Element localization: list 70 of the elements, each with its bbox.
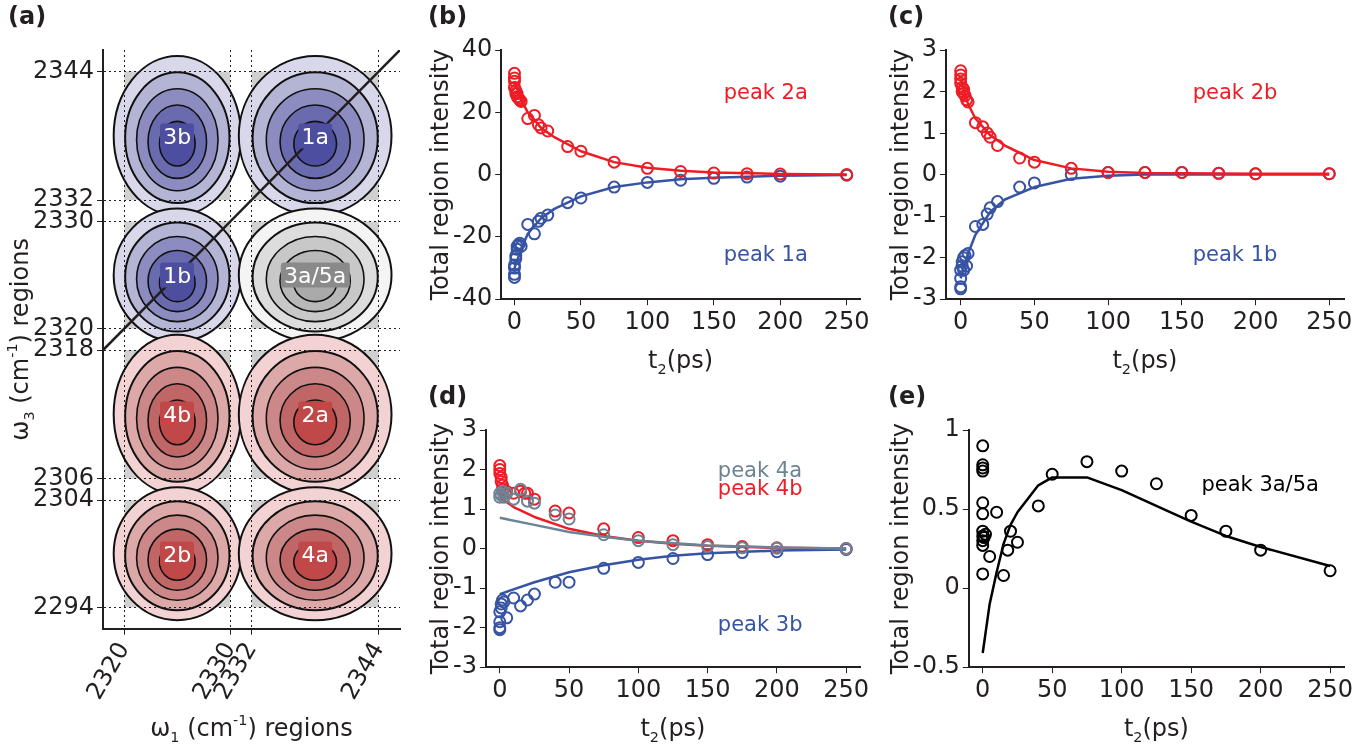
x-tick-label: 100 [1098,674,1145,703]
y-tick-label: -1 [912,200,937,229]
annotation: 2a [298,401,332,427]
x-tick-label: 50 [1019,306,1050,335]
y-tick-label: 3 [461,414,477,443]
y-tick-label: 0 [921,158,937,187]
y-axis-title: Total region intensity [886,48,915,302]
y-tick-label: -2 [912,241,937,270]
text: peak 1a [723,242,808,267]
y-axis-title: Total region intensity [426,48,455,302]
y-tick-label: 0 [944,572,960,601]
x-tick-label: 100 [624,306,671,335]
y-tick-label: 2344 [33,55,95,84]
chart-title: (d) [428,382,468,411]
y-tick-label: 40 [461,34,493,63]
y-tick-label: -1 [452,572,477,601]
annotation: 2b [160,541,195,567]
annotation: 1a [298,123,332,149]
y-tick-label: 2 [921,75,937,104]
y-tick-label: 3 [921,34,937,63]
x-tick-label: 200 [757,306,804,335]
text: peak 3b [717,612,803,637]
text: peak 2b [1192,80,1278,105]
y-tick-label: 2 [461,453,477,482]
y-tick-label: -3 [452,651,477,680]
y-tick-label: -20 [453,221,493,250]
y-axis-title: Total region intensity [426,422,455,676]
x-tick-label: 0 [975,674,991,703]
x-tick-label: 200 [1237,674,1284,703]
y-tick-label: 1 [921,117,937,146]
y-tick-label: -0.5 [913,651,960,680]
annotation: 4a [298,541,332,567]
y-tick-label: 1 [461,493,477,522]
x-tick-label: 50 [553,674,585,703]
x-tick-label: 150 [1158,306,1205,335]
y-tick-label: 20 [461,96,493,125]
x-tick-label: 100 [615,674,662,703]
x-tick-label: 200 [1232,306,1279,335]
chart-title: (c) [888,2,925,31]
y-tick-label: -3 [912,283,937,312]
x-tick-label: 150 [1168,674,1215,703]
y-tick-label: 0 [461,532,477,561]
x-tick-label: 100 [1085,306,1132,335]
text: peak 1b [1192,242,1278,267]
annotation: 4b [160,401,195,427]
series-label: peak 3a/5a [1201,471,1319,496]
text: peak 2a [723,80,808,105]
x-tick-label: 150 [684,674,731,703]
x-tick-label: 150 [690,306,737,335]
annotation: 3b [160,123,195,149]
y-tick-label: -40 [453,283,493,312]
x-tick-label: 250 [823,674,870,703]
x-tick-label: 50 [1036,674,1068,703]
chart-title: (a) [8,2,47,31]
y-tick-label: 2294 [33,591,95,620]
chart-title: (b) [428,2,468,31]
y-tick-label: -2 [452,611,477,640]
y-axis-title: Total region intensity [886,422,915,676]
x-tick-label: 250 [1306,306,1353,335]
x-tick-label: 250 [823,306,870,335]
annotation: 1b [160,262,195,288]
x-tick-label: 250 [1307,674,1354,703]
y-tick-label: 1 [944,414,960,443]
x-tick-label: 200 [753,674,800,703]
annotation: 3a/5a [280,262,350,288]
chart-title: (e) [888,382,927,411]
y-tick-label: 0.5 [921,493,960,522]
x-tick-label: 50 [565,306,597,335]
x-tick-label: 0 [506,306,523,335]
y-tick-label: 0 [476,158,493,187]
